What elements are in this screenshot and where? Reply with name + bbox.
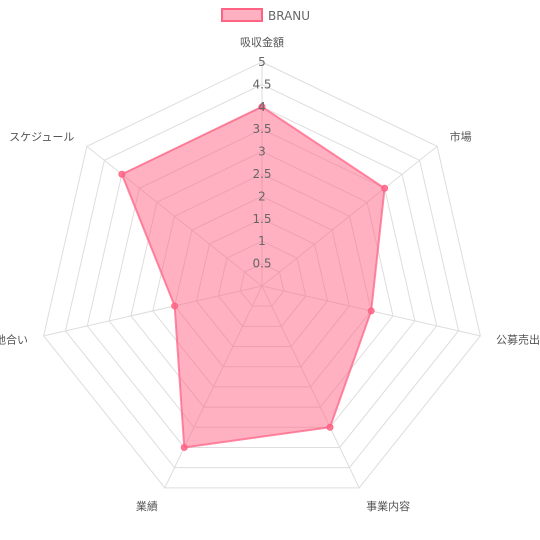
tick-label: 1: [258, 234, 266, 248]
tick-label: 0.5: [252, 257, 271, 271]
tick-label: 4: [258, 100, 266, 114]
axis-label: 事業内容: [366, 499, 410, 513]
legend[interactable]: BRANU: [221, 8, 310, 23]
tick-label: 1.5: [252, 212, 271, 226]
data-point[interactable]: [118, 170, 126, 178]
grid-ring: [43, 61, 481, 489]
tick-label: 3: [258, 145, 266, 159]
axis-label: スケジュール: [9, 130, 74, 143]
tick-label: 2.5: [252, 167, 271, 181]
tick-label: 2: [258, 189, 266, 203]
radar-ticks: 0.5 1 1.5 2 2.5 3 3.5 4 4.5 5: [252, 55, 271, 271]
axis-label: 吸収金額: [240, 35, 284, 49]
tick-label: 3.5: [252, 122, 271, 136]
legend-swatch-branu[interactable]: [221, 8, 263, 22]
grid-ring: [64, 83, 460, 469]
axis-label: 市場: [450, 129, 472, 143]
tick-label: 5: [258, 55, 266, 69]
grid-ring: [86, 106, 438, 448]
data-point[interactable]: [326, 423, 334, 431]
data-point[interactable]: [171, 302, 179, 310]
data-point[interactable]: [180, 443, 188, 451]
data-point[interactable]: [367, 307, 375, 315]
axis-label: 地合い: [0, 332, 28, 346]
radar-series: [118, 103, 389, 451]
legend-label-branu[interactable]: BRANU: [268, 9, 310, 23]
axis-label: 公募売出比: [496, 332, 540, 346]
series-area: [120, 105, 386, 449]
data-point[interactable]: [381, 184, 389, 192]
axis-label: 業績: [136, 499, 158, 513]
radar-axis-labels: 吸収金額市場公募売出比事業内容 業績 地合い スケジュール: [0, 35, 540, 513]
tick-label: 4.5: [252, 77, 271, 91]
data-point[interactable]: [258, 103, 266, 111]
